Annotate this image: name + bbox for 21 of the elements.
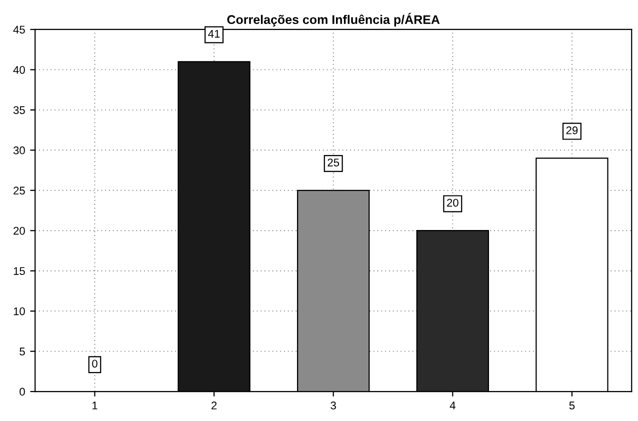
data-label: 25 — [328, 158, 340, 166]
y-tick-label: 45 — [13, 26, 25, 34]
y-tick-label: 25 — [14, 186, 25, 195]
data-label: 0 — [92, 360, 98, 368]
y-tick-label: 15 — [14, 267, 25, 275]
x-tick-label: 1 — [92, 402, 98, 410]
y-tick-label: 0 — [20, 388, 25, 396]
chart-title: Correlações com Influência p/ÁREA — [227, 12, 440, 27]
y-tick-label: 40 — [13, 66, 25, 74]
data-label: 20 — [447, 198, 458, 207]
y-tick-label: 5 — [20, 348, 25, 356]
x-tick-label: 3 — [330, 402, 336, 410]
data-label: 41 — [208, 30, 220, 38]
x-tick-label: 5 — [569, 402, 575, 410]
x-tick-label: 2 — [212, 402, 217, 410]
y-tick-label: 10 — [14, 307, 25, 316]
y-tick-label: 20 — [14, 226, 25, 235]
x-tick-label: 4 — [450, 402, 456, 410]
data-label: 29 — [566, 126, 578, 134]
y-tick-label: 30 — [13, 146, 25, 154]
y-tick-label: 35 — [13, 106, 25, 114]
